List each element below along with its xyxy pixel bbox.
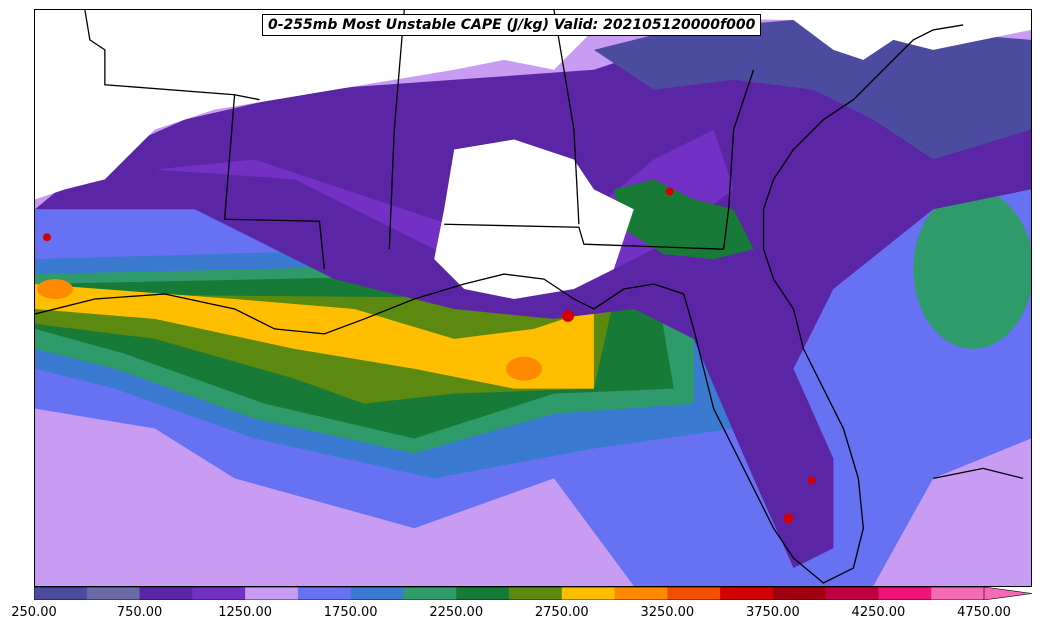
field-patch-teal-east xyxy=(913,189,1031,349)
colorbar-segment xyxy=(403,587,457,600)
colorbar-tick-label: 2750.00 xyxy=(534,605,589,620)
cape-field xyxy=(35,10,1031,586)
colorbar-segment xyxy=(720,587,774,600)
state-border-5 xyxy=(553,10,580,225)
field-hotspot-3 xyxy=(665,187,674,196)
colorbar-tick-label: 2250.00 xyxy=(429,605,484,620)
colorbar-segment xyxy=(297,587,352,600)
colorbar-segment xyxy=(772,587,827,600)
state-border-2 xyxy=(223,94,326,270)
field-band-slate xyxy=(593,19,1031,160)
colorbar-segment xyxy=(878,587,932,600)
colorbar xyxy=(34,587,1032,600)
colorbar-segment xyxy=(350,587,404,600)
colorbar-segment xyxy=(456,587,510,600)
colorbar-segment xyxy=(931,587,985,600)
state-border-1 xyxy=(84,10,260,101)
colorbar-segment xyxy=(561,587,616,600)
colorbar-tick-label: 4250.00 xyxy=(851,605,906,620)
political-boundaries xyxy=(35,10,1024,584)
field-hotspot-5 xyxy=(807,476,816,485)
field-hotspot-4 xyxy=(783,513,794,524)
colorbar-tick-label: 1250.00 xyxy=(218,605,272,620)
map-title: 0-255mb Most Unstable CAPE (J/kg) Valid:… xyxy=(262,14,762,36)
field-cells-green xyxy=(613,179,754,260)
field-patch-orange xyxy=(506,356,542,381)
gulf-coastline xyxy=(35,24,964,584)
colorbar-tick-label: 250.00 xyxy=(11,605,57,620)
field-band-yellow xyxy=(35,284,594,389)
state-border-6 xyxy=(722,69,755,250)
field-band-northern-purple xyxy=(35,29,1031,569)
florida-keys-cuba xyxy=(933,467,1024,480)
colorbar-tick-label: 3750.00 xyxy=(745,605,800,620)
field-hotspot-1 xyxy=(561,309,574,322)
colorbar-segment xyxy=(245,587,299,600)
state-border-3 xyxy=(388,10,405,250)
colorbar-tick-label: 1750.00 xyxy=(323,605,378,620)
colorbar-segment xyxy=(139,587,193,600)
colorbar-segment xyxy=(825,587,879,600)
colorbar-segment xyxy=(34,587,88,600)
field-patch-orange-2 xyxy=(36,279,73,299)
colorbar-tick-label: 4750.00 xyxy=(957,605,1011,620)
colorbar-segment xyxy=(192,587,246,600)
cape-map xyxy=(34,9,1032,587)
colorbar-segment xyxy=(614,587,668,600)
colorbar-segment xyxy=(86,587,141,600)
colorbar-segment xyxy=(667,587,721,600)
state-border-4 xyxy=(444,223,724,250)
colorbar-tick-label: 750.00 xyxy=(116,605,163,620)
colorbar-tick-label: 3250.00 xyxy=(640,605,695,620)
colorbar-extend-arrow xyxy=(983,587,1032,600)
field-nodata-north xyxy=(35,10,1031,200)
field-nodata-inland xyxy=(434,139,634,299)
colorbar-segment xyxy=(509,587,563,600)
field-hotspot-2 xyxy=(42,233,51,242)
